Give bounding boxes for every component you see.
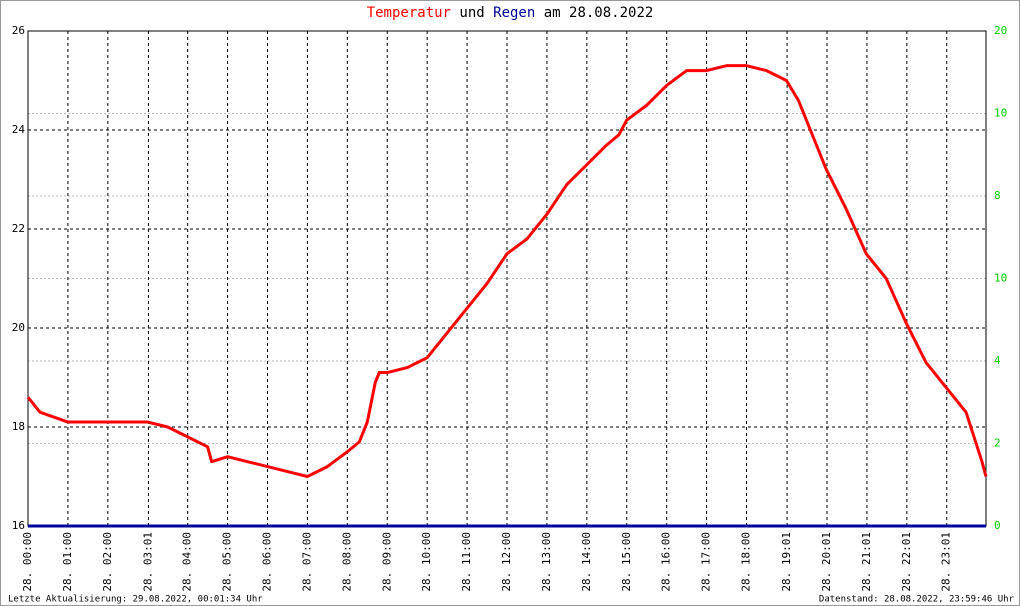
x-tick-label: 28. 17:00: [700, 532, 713, 592]
x-tick-label: 28. 21:01: [860, 532, 873, 592]
x-tick-label: 28. 00:00: [21, 532, 34, 592]
y-tick-label: 20: [12, 321, 25, 334]
x-tick-label: 28. 19:01: [780, 532, 793, 592]
y-tick-label: 26: [12, 24, 25, 37]
x-tick-label: 28. 20:01: [820, 532, 833, 592]
x-tick-label: 28. 14:00: [580, 532, 593, 592]
y2-tick-label: 10: [994, 107, 1007, 120]
y-tick-label: 16: [12, 519, 25, 532]
series-line: [26, 64, 988, 478]
x-tick-label: 28. 11:00: [460, 532, 473, 592]
y2-tick-label: 10: [994, 272, 1007, 285]
y2-tick-label: 8: [994, 189, 1001, 202]
x-tick-label: 28. 13:00: [540, 532, 553, 592]
y-tick-label: 18: [12, 420, 25, 433]
x-tick-label: 28. 05:00: [221, 532, 234, 592]
x-tick-label: 28. 09:00: [380, 532, 393, 592]
x-tick-label: 28. 16:00: [660, 532, 673, 592]
x-tick-label: 28. 07:00: [300, 532, 313, 592]
x-tick-label: 28. 04:00: [181, 532, 194, 592]
x-tick-label: 28. 23:01: [940, 532, 953, 592]
x-tick-label: 28. 15:00: [620, 532, 633, 592]
x-tick-label: 28. 01:00: [61, 532, 74, 592]
footer-left: Letzte Aktualisierung: 29.08.2022, 00:01…: [8, 595, 263, 605]
y-tick-label: 24: [12, 123, 26, 136]
y2-tick-label: 2: [994, 437, 1001, 450]
y2-tick-label: 4: [994, 354, 1001, 367]
y2-tick-label: 0: [994, 519, 1001, 532]
x-tick-label: 28. 08:00: [340, 532, 353, 592]
x-tick-label: 28. 02:00: [101, 532, 114, 592]
footer-right: Datenstand: 28.08.2022, 23:59:46 Uhr: [819, 595, 1015, 605]
x-tick-label: 28. 06:00: [261, 532, 274, 592]
x-tick-label: 28. 18:00: [740, 532, 753, 592]
chart-title: Temperatur und Regen am 28.08.2022: [367, 5, 654, 21]
x-tick-label: 28. 22:01: [900, 532, 913, 592]
y-tick-label: 22: [12, 222, 25, 235]
x-tick-label: 28. 03:01: [141, 532, 154, 592]
x-tick-label: 28. 10:00: [420, 532, 433, 592]
x-tick-label: 28. 12:00: [500, 532, 513, 592]
y2-tick-label: 20: [994, 24, 1007, 37]
